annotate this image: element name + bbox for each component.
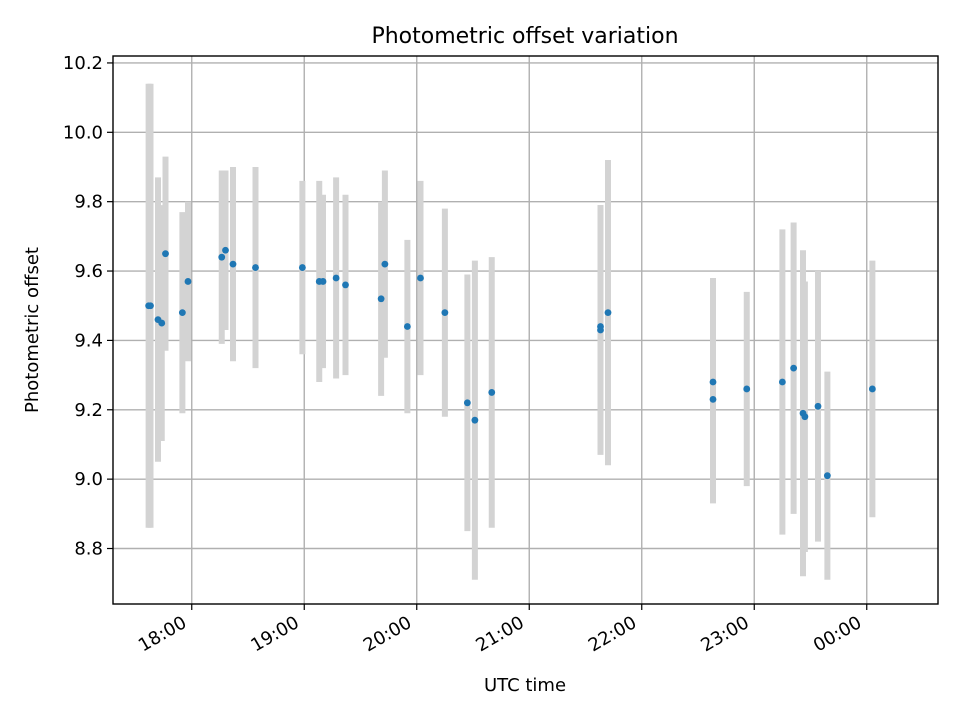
x-tick-label: 21:00 xyxy=(472,612,527,656)
x-tick-label: 23:00 xyxy=(697,612,752,656)
data-point xyxy=(158,319,166,327)
data-point xyxy=(604,309,612,317)
data-point xyxy=(823,472,831,480)
x-tick-label: 19:00 xyxy=(247,612,302,656)
y-tick-label: 9.2 xyxy=(74,400,103,421)
y-axis-label: Photometric offset xyxy=(22,247,43,413)
data-point xyxy=(790,364,798,372)
data-point xyxy=(178,309,186,317)
data-point xyxy=(147,302,154,310)
x-tick-label: 20:00 xyxy=(360,612,415,656)
x-tick-label: 18:00 xyxy=(135,612,190,656)
data-point xyxy=(298,264,306,271)
data-point xyxy=(471,416,479,424)
data-point xyxy=(381,260,389,268)
data-point xyxy=(801,413,809,421)
y-tick-label: 9.6 xyxy=(74,261,103,282)
y-tick-label: 9.0 xyxy=(74,469,103,490)
data-point xyxy=(868,385,876,393)
errorbar-layer xyxy=(145,83,876,580)
data-point xyxy=(332,274,340,282)
y-tick-label: 10.2 xyxy=(63,53,103,74)
data-point xyxy=(162,250,169,258)
data-point xyxy=(229,260,237,268)
data-point xyxy=(377,295,385,303)
data-point xyxy=(778,378,786,386)
grid-layer xyxy=(113,56,938,604)
plot-frame xyxy=(112,55,939,605)
data-point xyxy=(597,326,604,334)
data-point xyxy=(403,323,411,330)
y-tick-label: 9.4 xyxy=(74,330,103,351)
y-tick-label: 10.0 xyxy=(63,122,103,143)
data-point xyxy=(743,385,751,393)
data-point xyxy=(814,402,822,410)
x-tick-label: 22:00 xyxy=(585,612,640,656)
data-point xyxy=(709,395,717,403)
x-tick-label: 00:00 xyxy=(810,612,865,656)
marker-layer xyxy=(145,246,876,480)
data-point xyxy=(441,309,449,317)
y-tick-label: 9.8 xyxy=(74,192,103,213)
data-point xyxy=(463,399,471,407)
data-point xyxy=(252,264,259,271)
chart-title: Photometric offset variation xyxy=(371,24,678,49)
data-point xyxy=(417,274,424,282)
data-point xyxy=(218,253,226,261)
data-point xyxy=(488,389,496,396)
x-axis-ticks: 18:00 19:00 20:00 21:00 22:00 23:00 00:00 xyxy=(135,604,868,656)
data-point xyxy=(222,246,229,254)
data-point xyxy=(319,278,327,285)
data-point xyxy=(342,281,349,289)
y-axis-ticks: 8.8 9.0 9.2 9.4 9.6 9.8 10.0 10.2 xyxy=(63,53,113,560)
data-point xyxy=(184,278,192,285)
y-tick-label: 8.8 xyxy=(74,539,103,560)
x-axis-label: UTC time xyxy=(484,675,566,696)
data-point xyxy=(709,378,717,386)
